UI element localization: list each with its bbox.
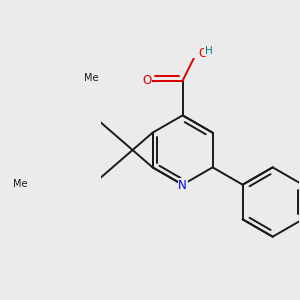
Text: O: O [142, 74, 151, 87]
Text: O: O [198, 47, 207, 60]
Text: Me: Me [84, 73, 98, 83]
Text: H: H [205, 46, 212, 56]
Text: Me: Me [13, 179, 28, 189]
Text: N: N [178, 179, 187, 192]
